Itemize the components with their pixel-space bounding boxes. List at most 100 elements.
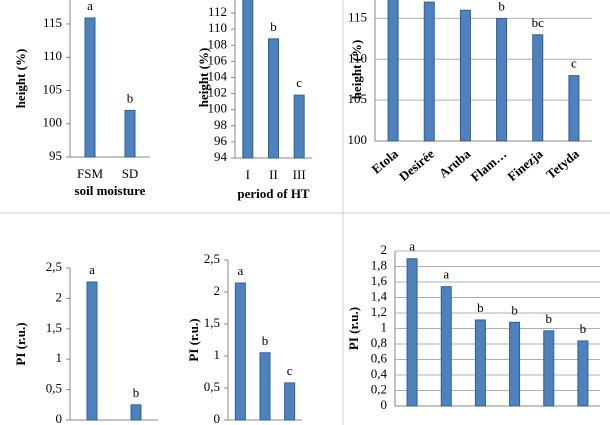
significance-letter: c (571, 56, 577, 71)
y-tick-label: 110 (348, 50, 367, 65)
y-tick-label: 115 (348, 9, 367, 24)
y-axis-label: PI (r.u.) (346, 307, 361, 350)
y-tick-label: 94 (214, 149, 228, 164)
y-axis-label: PI (r.u.) (186, 318, 201, 361)
y-tick-label: 0,5 (46, 381, 62, 396)
y-tick-label: 105 (43, 81, 63, 96)
y-tick-label: 1 (56, 350, 63, 365)
significance-letter: a (89, 262, 95, 277)
bar (577, 340, 589, 407)
y-tick-label: 100 (208, 101, 228, 116)
y-tick-label: 104 (208, 68, 228, 83)
x-tick-label: Tetyda (543, 146, 582, 182)
y-tick-label: 112 (208, 4, 227, 19)
bar (130, 404, 142, 421)
bar (284, 382, 296, 421)
x-tick-label: SD (122, 166, 139, 181)
bar (474, 319, 486, 407)
bar (259, 352, 271, 421)
y-tick-label: 2,5 (204, 251, 220, 266)
x-axis-label: soil moisture (75, 183, 146, 198)
y-tick-label: 96 (214, 133, 228, 148)
bar (496, 17, 508, 142)
x-tick-label: Flam… (468, 146, 510, 184)
x-tick-label: II (269, 167, 278, 182)
y-tick-label: 100 (43, 115, 63, 130)
bar (509, 321, 521, 407)
significance-letter: b (580, 321, 587, 336)
bar (459, 9, 471, 142)
significance-letter: b (546, 311, 553, 326)
y-tick-label: 110 (208, 20, 227, 35)
y-tick-label: 0,4 (371, 366, 388, 381)
y-tick-label: 114 (208, 0, 228, 3)
y-axis-label: height (%) (13, 49, 28, 109)
x-tick-label: III (293, 167, 306, 182)
significance-letter: c (296, 75, 302, 90)
y-tick-label: 102 (208, 85, 228, 100)
y-tick-label: 0 (214, 411, 221, 425)
significance-letter: b (262, 333, 269, 348)
x-axis-label: period of HT (237, 186, 310, 201)
significance-letter: b (498, 0, 505, 13)
y-axis-label: PI (r.u.) (13, 322, 28, 365)
significance-letter: c (287, 363, 293, 378)
y-tick-label: 95 (49, 148, 62, 163)
bar (387, 0, 399, 142)
y-tick-label: 0,5 (204, 379, 220, 394)
bar (84, 17, 96, 158)
y-tick-label: 0,6 (371, 350, 388, 365)
y-tick-label: 2 (381, 242, 388, 257)
y-tick-label: 2,5 (46, 259, 62, 274)
y-tick-label: 115 (43, 15, 62, 30)
bar (293, 94, 305, 159)
significance-letter: b (477, 300, 484, 315)
bar (406, 258, 418, 407)
y-tick-label: 1,2 (371, 304, 387, 319)
bar (268, 38, 279, 159)
y-tick-label: 2 (214, 283, 221, 298)
x-tick-label: FSM (77, 166, 103, 181)
y-tick-label: 106 (208, 52, 228, 67)
bar (423, 1, 435, 142)
bar (234, 282, 246, 421)
y-tick-label: 108 (208, 36, 228, 51)
bar (242, 0, 254, 159)
y-tick-label: 110 (43, 48, 62, 63)
significance-letter: a (237, 263, 243, 278)
significance-letter: b (511, 302, 518, 317)
x-tick-label: Finezja (504, 146, 546, 184)
bar (86, 281, 98, 421)
y-tick-label: 100 (348, 132, 368, 147)
y-tick-label: 0 (381, 397, 388, 412)
bar (440, 286, 452, 407)
y-tick-label: 105 (348, 91, 368, 106)
y-tick-label: 2 (56, 289, 63, 304)
y-tick-label: 0,2 (371, 381, 387, 396)
y-tick-label: 0 (56, 411, 63, 425)
bar (532, 34, 544, 142)
y-tick-label: 98 (214, 117, 227, 132)
y-tick-label: 1,5 (46, 320, 62, 335)
significance-letter: b (133, 385, 140, 400)
significance-letter: bc (532, 15, 545, 30)
y-tick-label: 0,8 (371, 335, 387, 350)
bar (543, 330, 555, 407)
significance-letter: b (127, 90, 134, 105)
significance-letter: a (443, 267, 449, 282)
y-axis-label: height (%) (349, 40, 364, 100)
significance-letter: a (409, 239, 415, 254)
y-tick-label: 1,8 (371, 257, 387, 272)
x-tick-label: I (246, 167, 250, 182)
x-tick-label: Desirée (396, 146, 437, 184)
significance-letter: a (87, 0, 93, 13)
y-tick-label: 1,6 (371, 273, 388, 288)
y-tick-label: 1,5 (204, 315, 220, 330)
bar (124, 109, 136, 158)
significance-letter: b (270, 19, 277, 34)
x-tick-label: Aruba (436, 146, 474, 181)
y-tick-label: 1,4 (371, 288, 388, 303)
bar (568, 75, 580, 142)
y-axis-label: height (%) (196, 48, 211, 108)
